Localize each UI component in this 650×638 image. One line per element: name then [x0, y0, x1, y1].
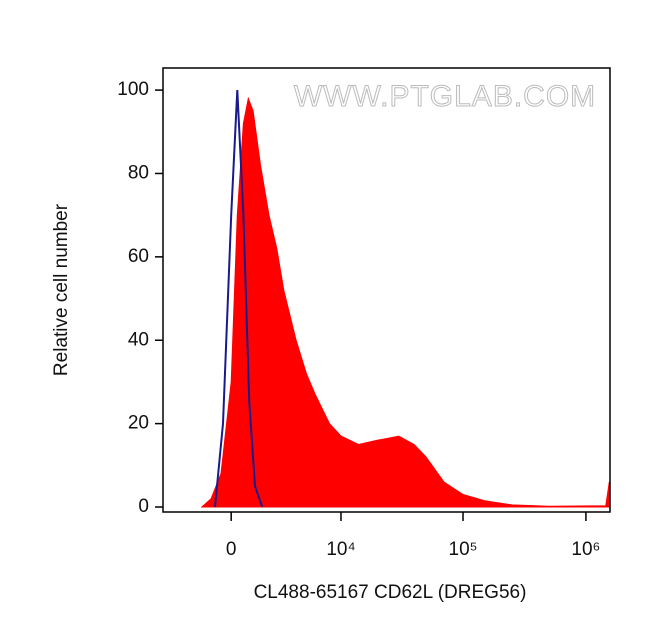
- histogram-area: [201, 96, 610, 509]
- x-tick-label: 10⁵: [449, 539, 478, 560]
- y-axis-label: Relative cell number: [51, 203, 72, 376]
- x-axis-label: CL488-65167 CD62L (DREG56): [254, 582, 527, 603]
- y-tick-label: 100: [117, 79, 149, 100]
- x-tick-label: 10⁴: [326, 539, 355, 560]
- y-tick-label: 80: [128, 162, 149, 183]
- watermark: WWW.PTGLAB.COM: [294, 80, 596, 113]
- y-tick-label: 40: [128, 329, 149, 350]
- x-tick-label: 0: [226, 539, 237, 560]
- x-tick-label: 10⁶: [571, 539, 600, 560]
- y-tick-label: 20: [128, 413, 149, 434]
- y-tick-label: 0: [138, 496, 149, 517]
- plot-frame: [162, 67, 611, 513]
- y-tick-label: 60: [128, 246, 149, 267]
- histogram-line: [214, 90, 264, 508]
